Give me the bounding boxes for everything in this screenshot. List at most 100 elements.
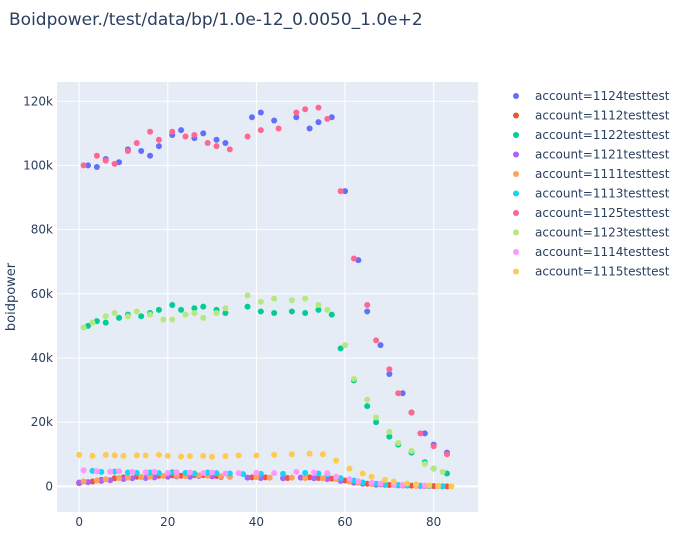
data-point <box>111 468 118 475</box>
data-point <box>342 342 349 349</box>
data-point <box>319 475 326 482</box>
data-point <box>93 468 100 475</box>
data-point <box>408 409 415 416</box>
data-point <box>89 319 96 326</box>
data-point <box>373 337 380 344</box>
data-point <box>315 104 322 111</box>
data-point <box>186 469 193 476</box>
data-point <box>408 448 415 455</box>
data-point <box>248 114 255 121</box>
data-point <box>324 115 331 122</box>
series <box>80 467 442 490</box>
data-point <box>257 308 264 315</box>
data-point <box>85 162 92 169</box>
data-point <box>359 470 366 477</box>
data-point <box>102 157 109 164</box>
data-point <box>98 468 105 475</box>
y-tick-label: 100k <box>23 158 53 172</box>
data-point <box>271 470 278 477</box>
data-point <box>80 324 87 331</box>
legend-label: account=1122testtest <box>535 128 670 142</box>
data-point <box>120 452 127 459</box>
data-point <box>266 474 273 481</box>
legend-item[interactable]: account=1122testtest <box>513 128 670 142</box>
data-point <box>293 114 300 121</box>
data-point <box>204 139 211 146</box>
data-point <box>280 470 287 477</box>
data-point <box>80 478 87 485</box>
x-tick-label: 40 <box>249 515 264 529</box>
data-point <box>271 451 278 458</box>
legend-item[interactable]: account=1115testtest <box>513 265 670 279</box>
data-point <box>213 143 220 150</box>
legend-marker <box>513 210 519 216</box>
data-point <box>288 451 295 458</box>
data-point <box>315 474 322 481</box>
data-point <box>235 470 242 477</box>
data-point <box>350 255 357 262</box>
y-tick-label: 20k <box>31 415 53 429</box>
data-point <box>129 475 136 482</box>
legend-item[interactable]: account=1124testtest <box>513 89 670 103</box>
legend-item[interactable]: account=1125testtest <box>513 206 670 220</box>
data-point <box>381 481 388 488</box>
y-axis-ticks: 0 20k 40k 60k 80k 100k 120k <box>23 94 53 493</box>
data-point <box>395 390 402 397</box>
legend-label: account=1113testtest <box>535 187 670 201</box>
data-point <box>93 477 100 484</box>
legend-item[interactable]: account=1121testtest <box>513 148 670 162</box>
data-point <box>111 160 118 167</box>
data-point <box>386 482 393 489</box>
data-point <box>213 470 220 477</box>
data-point <box>151 474 158 481</box>
data-point <box>186 453 193 460</box>
data-point <box>435 482 442 489</box>
data-point <box>200 470 207 477</box>
legend-marker <box>513 268 519 275</box>
data-point <box>182 311 189 318</box>
legend-marker <box>513 112 519 119</box>
data-point <box>129 468 136 475</box>
data-point <box>124 147 131 154</box>
data-point <box>80 162 87 169</box>
series <box>76 450 455 490</box>
data-point <box>271 310 278 317</box>
legend-item[interactable]: account=1111testtest <box>513 167 670 181</box>
legend-marker <box>513 132 519 138</box>
y-tick-label: 120k <box>23 94 53 108</box>
legend-item[interactable]: account=1112testtest <box>513 109 670 123</box>
data-point <box>417 430 424 437</box>
data-point <box>342 188 349 195</box>
data-point <box>297 474 304 481</box>
data-point <box>93 164 100 171</box>
data-point <box>147 128 154 135</box>
data-point <box>257 127 264 134</box>
data-point <box>368 473 375 480</box>
data-point <box>169 316 176 323</box>
data-point <box>350 375 357 382</box>
legend: account=1124testtest account=1112testtest… <box>513 89 670 279</box>
data-point <box>364 396 371 403</box>
legend-label: account=1123testtest <box>535 226 670 240</box>
legend-item[interactable]: account=1123testtest <box>513 226 670 240</box>
data-point <box>235 452 242 459</box>
data-point <box>248 474 255 481</box>
legend-label: account=1112testtest <box>535 109 670 123</box>
data-point <box>311 475 318 482</box>
data-point <box>200 130 207 137</box>
legend-label: account=1125testtest <box>535 206 670 220</box>
data-point <box>116 474 123 481</box>
data-point <box>213 136 220 143</box>
data-point <box>377 342 384 349</box>
data-point <box>222 305 229 312</box>
data-point <box>76 451 83 458</box>
data-point <box>178 453 185 460</box>
legend-item[interactable]: account=1113testtest <box>513 187 670 201</box>
data-point <box>364 403 371 410</box>
data-point <box>116 468 123 475</box>
data-point <box>439 483 446 490</box>
data-point <box>328 311 335 318</box>
data-point <box>191 131 198 138</box>
legend-item[interactable]: account=1114testtest <box>513 245 670 259</box>
